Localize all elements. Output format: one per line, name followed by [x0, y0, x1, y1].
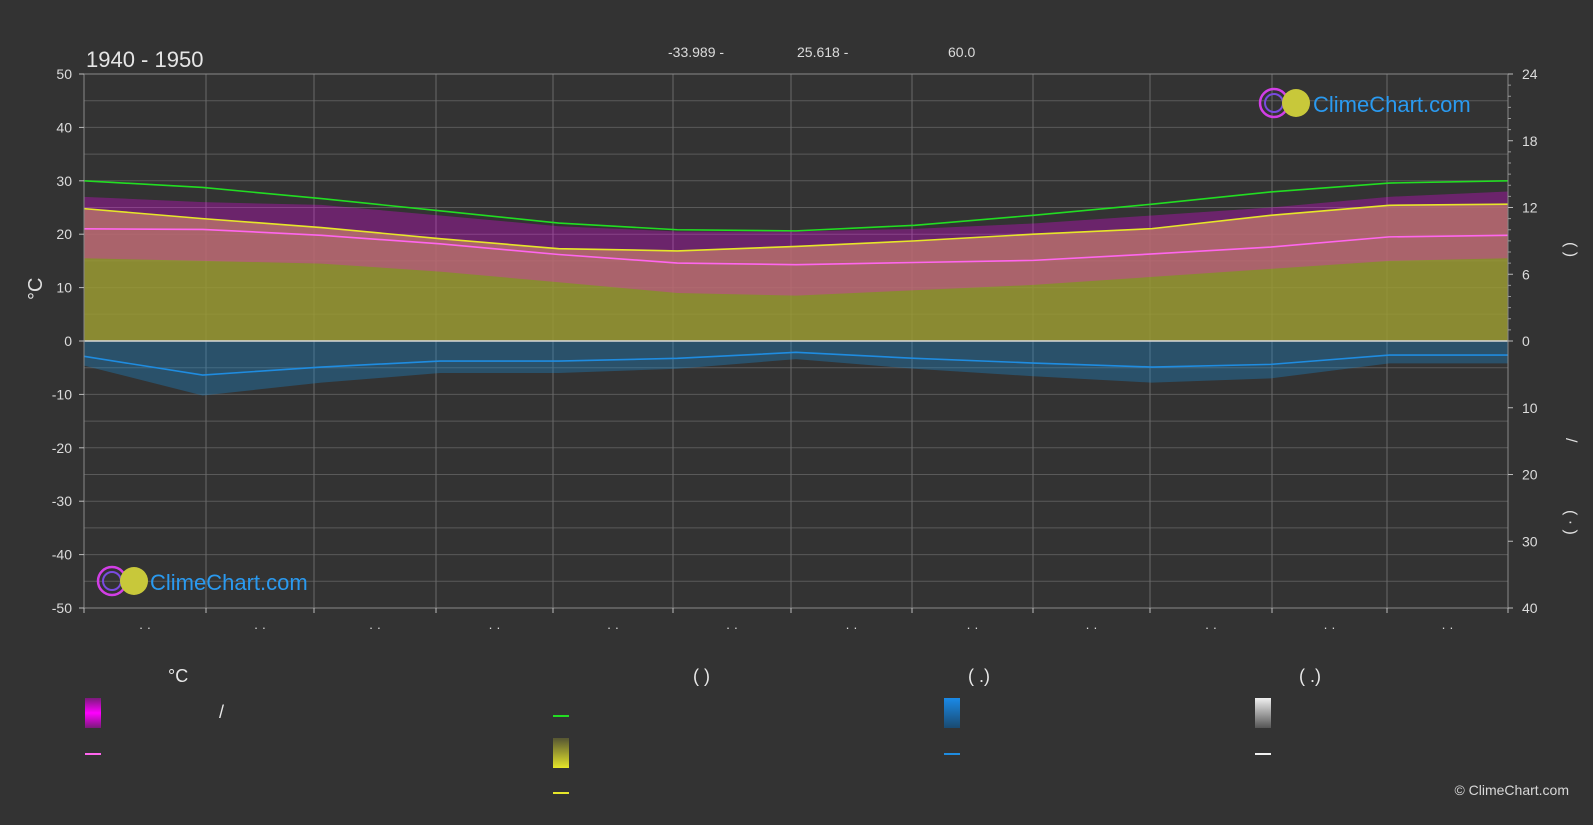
right-axis-top-label: ( ) [1562, 242, 1579, 257]
logo-sun-icon [120, 567, 148, 595]
temp-mean-swatch [85, 753, 101, 755]
legend-col4-header: ( .) [1299, 666, 1321, 686]
left-tick-label: 40 [56, 119, 72, 135]
left-tick-label: -30 [52, 493, 72, 509]
right-tick-label: 24 [1522, 66, 1538, 82]
month-label: · · [488, 620, 500, 635]
month-label: · · [1441, 620, 1453, 635]
copyright: © ClimeChart.com [1454, 782, 1569, 798]
legend-col1-item1: / [219, 702, 225, 722]
left-tick-label: -10 [52, 386, 72, 402]
month-label: · · [1323, 620, 1335, 635]
chart-title: 1940 - 1950 [86, 47, 203, 72]
left-tick-label: 20 [56, 226, 72, 242]
right-tick-label: 6 [1522, 266, 1530, 282]
daylight-swatch [553, 715, 569, 717]
month-label: · · [966, 620, 978, 635]
chart-axes: 50 40 30 20 10 0 -10 -20 -30 -40 -50 24 18 12 6 0 10 20 30… [52, 66, 1538, 635]
snow-mean-swatch [1255, 753, 1271, 755]
coord-latitude: -33.989 - [668, 44, 724, 60]
right-tick-label: 10 [1522, 400, 1538, 416]
snow-swatch [1255, 698, 1271, 728]
temperature-mean-line [83, 228, 1509, 266]
precipitation-line [83, 351, 1508, 376]
logo-inner-ring-icon [1264, 93, 1284, 113]
left-tick-label: 10 [56, 280, 72, 296]
legend: °C ( ) ( .) ( .) / © ClimeChart.com [0, 640, 1593, 820]
logo-top-right: ClimeChart.com [1258, 87, 1471, 119]
sunshine-duration-swatch [553, 738, 569, 768]
sunshine-line [83, 203, 1509, 252]
precipitation-area [84, 341, 1508, 396]
left-tick-label: -40 [52, 547, 72, 563]
right-tick-label: 18 [1522, 133, 1538, 149]
month-label: · · [369, 620, 381, 635]
logo-sun-icon [1282, 89, 1310, 117]
month-label: · · [1085, 620, 1097, 635]
logo-text: ClimeChart.com [1313, 92, 1471, 117]
precipitation-mean-swatch [944, 753, 960, 755]
chart-fills [84, 191, 1508, 396]
legend-col1-header: °C [168, 666, 189, 686]
left-tick-label: -20 [52, 440, 72, 456]
month-label: · · [254, 620, 266, 635]
elevation-value: 60.0 [948, 44, 975, 60]
temp-range-swatch [85, 698, 101, 728]
daylight-line [83, 180, 1509, 232]
chart-lines [83, 180, 1509, 376]
right-axis-bottom-label-2: ( · ) [1562, 510, 1579, 535]
right-axis-bottom-label: / [1562, 438, 1579, 443]
left-tick-label: 0 [64, 333, 72, 349]
right-tick-label: 40 [1522, 600, 1538, 616]
month-label: · · [726, 620, 738, 635]
month-label: · · [139, 620, 151, 635]
left-tick-label: 30 [56, 173, 72, 189]
precipitation-swatch [944, 698, 960, 728]
coord-longitude: 25.618 - [797, 44, 849, 60]
sunshine-area [84, 204, 1508, 341]
logo-text: ClimeChart.com [150, 570, 308, 595]
right-tick-label: 12 [1522, 200, 1538, 216]
legend-col2-header: ( ) [693, 666, 710, 686]
legend-col3-header: ( .) [968, 666, 990, 686]
right-tick-label: 20 [1522, 467, 1538, 483]
right-tick-label: 0 [1522, 333, 1530, 349]
logo-bottom-left: ClimeChart.com [96, 565, 308, 597]
left-tick-label: 50 [56, 66, 72, 82]
left-tick-label: -50 [52, 600, 72, 616]
month-label: · · [607, 620, 619, 635]
temperature-range-area [84, 191, 1508, 296]
right-tick-label: 30 [1522, 533, 1538, 549]
sunshine-mean-swatch [553, 792, 569, 794]
month-label: · · [845, 620, 857, 635]
left-axis-label: °C [25, 278, 47, 300]
month-label: · · [1205, 620, 1217, 635]
